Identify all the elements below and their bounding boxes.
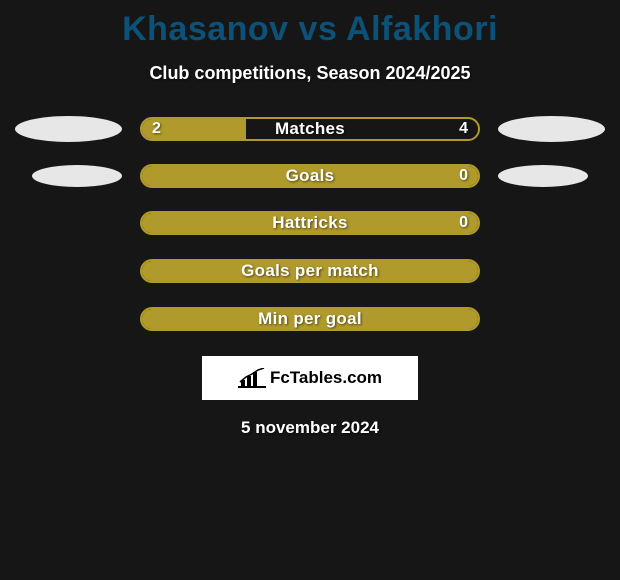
- stat-bar: Matches2 4: [140, 117, 480, 141]
- stat-label: Hattricks: [142, 213, 478, 233]
- date-text: 5 november 2024: [241, 418, 379, 438]
- stat-row: Goals per match: [0, 258, 620, 284]
- stat-bar: Goals per match: [140, 259, 480, 283]
- stat-value-right: 4: [459, 119, 468, 139]
- stat-row: Min per goal: [0, 306, 620, 332]
- player-left-marker: [15, 116, 122, 142]
- stat-row: Matches2 4: [0, 116, 620, 142]
- stat-label: Goals per match: [142, 261, 478, 281]
- stat-label: Matches: [142, 119, 478, 139]
- stat-value-left: 2: [152, 119, 161, 139]
- player-right-marker: [498, 165, 588, 187]
- infographic-container: Khasanov vs Alfakhori Club competitions,…: [0, 0, 620, 438]
- stat-row: Hattricks0: [0, 210, 620, 236]
- brand-text: FcTables.com: [270, 368, 382, 388]
- stats-rows: Matches24Goals0Hattricks0Goals per match…: [0, 116, 620, 332]
- stat-bar: Hattricks0: [140, 211, 480, 235]
- player-right-marker: [498, 116, 605, 142]
- subtitle: Club competitions, Season 2024/2025: [149, 63, 470, 84]
- player-left-marker: [32, 165, 122, 187]
- stat-label: Min per goal: [142, 309, 478, 329]
- chart-icon: [238, 368, 266, 388]
- stat-bar: Goals0: [140, 164, 480, 188]
- brand-box: FcTables.com: [202, 356, 418, 400]
- stat-label: Goals: [142, 166, 478, 186]
- stat-value-right: 0: [459, 166, 468, 186]
- page-title: Khasanov vs Alfakhori: [122, 10, 498, 49]
- stat-row: Goals0: [0, 164, 620, 188]
- stat-bar: Min per goal: [140, 307, 480, 331]
- stat-value-right: 0: [459, 213, 468, 233]
